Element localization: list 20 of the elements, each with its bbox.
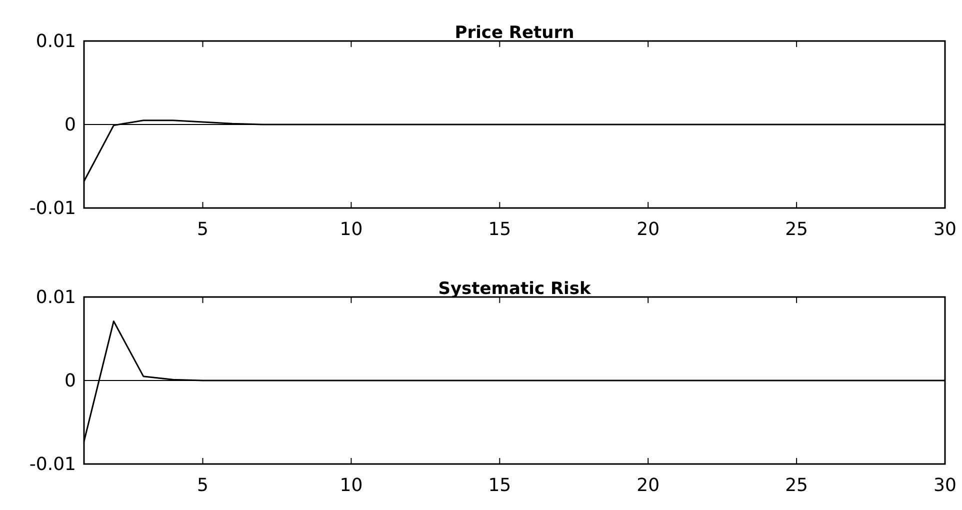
x-tick-label: 30	[934, 474, 956, 496]
chart-title: Price Return	[454, 23, 574, 43]
y-tick-label: -0.01	[29, 198, 76, 219]
x-tick-label: 25	[785, 474, 808, 496]
x-tick-label: 25	[785, 218, 808, 240]
x-tick-label: 10	[340, 474, 363, 496]
y-tick-label: 0	[64, 370, 76, 392]
y-tick-label: 0.01	[36, 286, 76, 308]
y-tick-label: 0	[64, 114, 76, 136]
y-tick-label: 0.01	[36, 30, 76, 52]
y-tick-label: -0.01	[29, 454, 76, 475]
x-tick-label: 20	[636, 474, 660, 496]
x-tick-label: 20	[636, 218, 660, 240]
x-tick-label: 15	[488, 474, 512, 496]
x-tick-label: 5	[197, 218, 208, 240]
x-tick-label: 15	[488, 218, 512, 240]
x-tick-label: 5	[197, 474, 208, 496]
x-tick-label: 10	[340, 218, 363, 240]
x-tick-label: 30	[934, 218, 956, 240]
chart-title: Systematic Risk	[438, 279, 592, 299]
